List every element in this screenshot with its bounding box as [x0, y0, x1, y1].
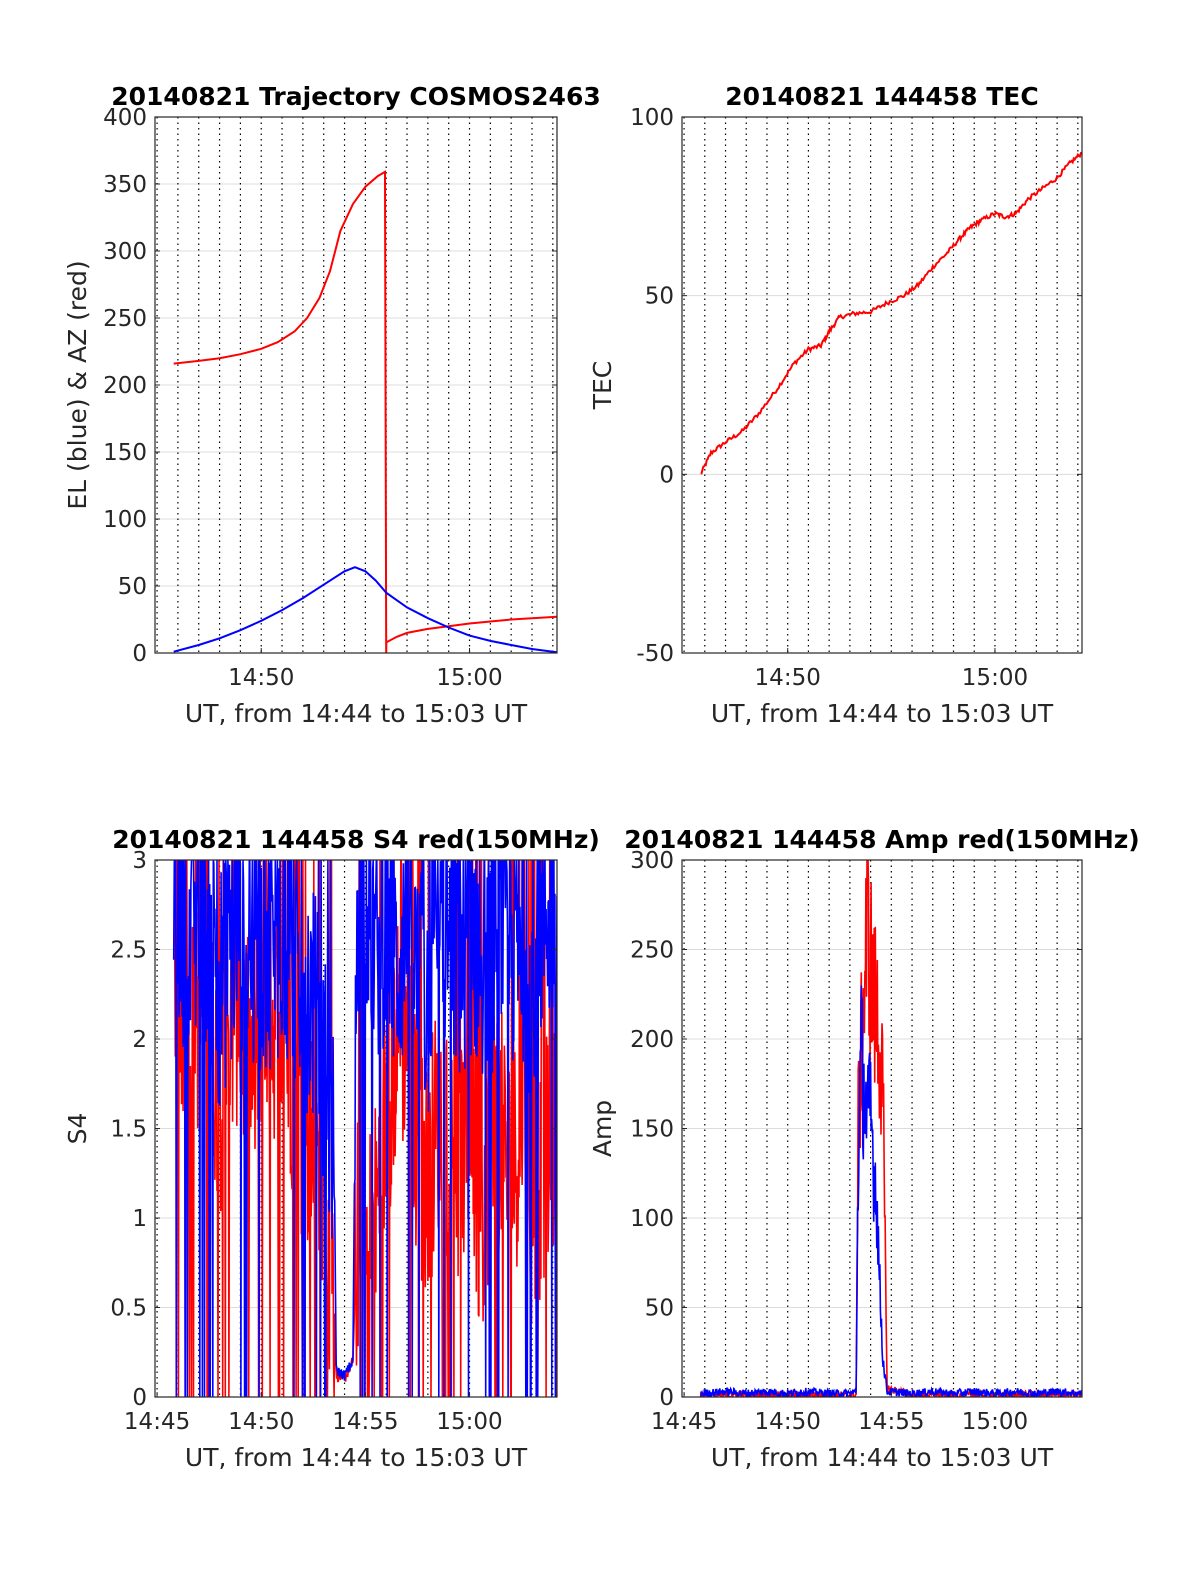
- y-axis-label: S4: [63, 1113, 92, 1145]
- x-axis-label: UT, from 14:44 to 15:03 UT: [711, 699, 1054, 728]
- chart-title: 20140821 144458 S4 red(150MHz): [112, 825, 600, 854]
- y-tick-label: 0: [132, 1385, 147, 1411]
- x-tick-label: 15:00: [436, 1409, 502, 1435]
- x-tick-label: 14:55: [332, 1409, 398, 1435]
- plot-area: [682, 117, 1082, 653]
- trajectory-panel: 0 50 100 150 200 250 300 350 400 14:50 15:00 201408…: [63, 82, 601, 728]
- y-axis-label: TEC: [588, 361, 617, 411]
- x-tick-label: 15:00: [962, 665, 1028, 691]
- x-tick-label: 14:50: [228, 1409, 294, 1435]
- y-tick-label: 300: [103, 239, 147, 265]
- series-line-1: [172, 860, 557, 1397]
- x-tick-label: 15:00: [436, 665, 502, 691]
- x-tick-label: 14:50: [228, 665, 294, 691]
- chart-title: 20140821 Trajectory COSMOS2463: [111, 82, 601, 111]
- y-tick-label: 2.5: [110, 938, 147, 964]
- x-tick-label: 14:45: [124, 1409, 190, 1435]
- y-tick-label: 200: [103, 373, 147, 399]
- y-tick-label: 0: [132, 641, 147, 667]
- y-tick-label: 150: [103, 440, 147, 466]
- s4-panel: 0 0.5 1 1.5 2 2.5 3 14:45 14:50 14:55 15:00 2014082…: [63, 825, 600, 1472]
- y-tick-label: 350: [103, 172, 147, 198]
- y-axis-label: EL (blue) & AZ (red): [63, 260, 92, 509]
- y-tick-label: 150: [630, 1117, 674, 1143]
- y-tick-label: 3: [132, 848, 147, 874]
- amp-panel: 0 50 100 150 200 250 300 14:45 14:50 14:55 15:00 20…: [588, 825, 1140, 1472]
- y-tick-label: 0: [659, 462, 674, 488]
- y-tick-label: 50: [118, 574, 147, 600]
- y-tick-label: 2: [132, 1027, 147, 1053]
- y-tick-label: 100: [103, 507, 147, 533]
- chart-title: 20140821 144458 Amp red(150MHz): [624, 825, 1140, 854]
- x-tick-label: 14:45: [651, 1409, 717, 1435]
- x-tick-label: 15:00: [962, 1409, 1028, 1435]
- y-tick-label: -50: [636, 641, 674, 667]
- x-axis-label: UT, from 14:44 to 15:03 UT: [185, 1443, 528, 1472]
- y-tick-label: 200: [630, 1027, 674, 1053]
- y-tick-label: 300: [630, 848, 674, 874]
- chart-title: 20140821 144458 TEC: [725, 82, 1038, 111]
- x-tick-label: 14:50: [755, 665, 821, 691]
- y-tick-label: 50: [645, 1296, 674, 1322]
- x-axis-label: UT, from 14:44 to 15:03 UT: [711, 1443, 1054, 1472]
- x-tick-label: 14:50: [755, 1409, 821, 1435]
- axes-box: [681, 116, 1083, 654]
- y-tick-label: 50: [645, 284, 674, 310]
- y-axis-label: Amp: [588, 1100, 617, 1157]
- y-tick-label: 250: [103, 306, 147, 332]
- x-tick-label: 14:55: [858, 1409, 924, 1435]
- y-tick-label: 1: [132, 1206, 147, 1232]
- y-tick-label: 0.5: [110, 1296, 147, 1322]
- y-tick-label: 100: [630, 105, 674, 131]
- series-line-0: [173, 170, 557, 653]
- y-tick-label: 0: [659, 1385, 674, 1411]
- tec-panel: -50 0 50 100 14:50 15:00 20140821 144458 TEC UT…: [588, 82, 1083, 728]
- y-tick-label: 1.5: [110, 1117, 147, 1143]
- y-tick-label: 400: [103, 105, 147, 131]
- x-axis-label: UT, from 14:44 to 15:03 UT: [185, 699, 528, 728]
- y-tick-label: 250: [630, 938, 674, 964]
- series-line-0: [700, 151, 1082, 475]
- y-tick-label: 100: [630, 1206, 674, 1232]
- series-line-1: [173, 566, 557, 653]
